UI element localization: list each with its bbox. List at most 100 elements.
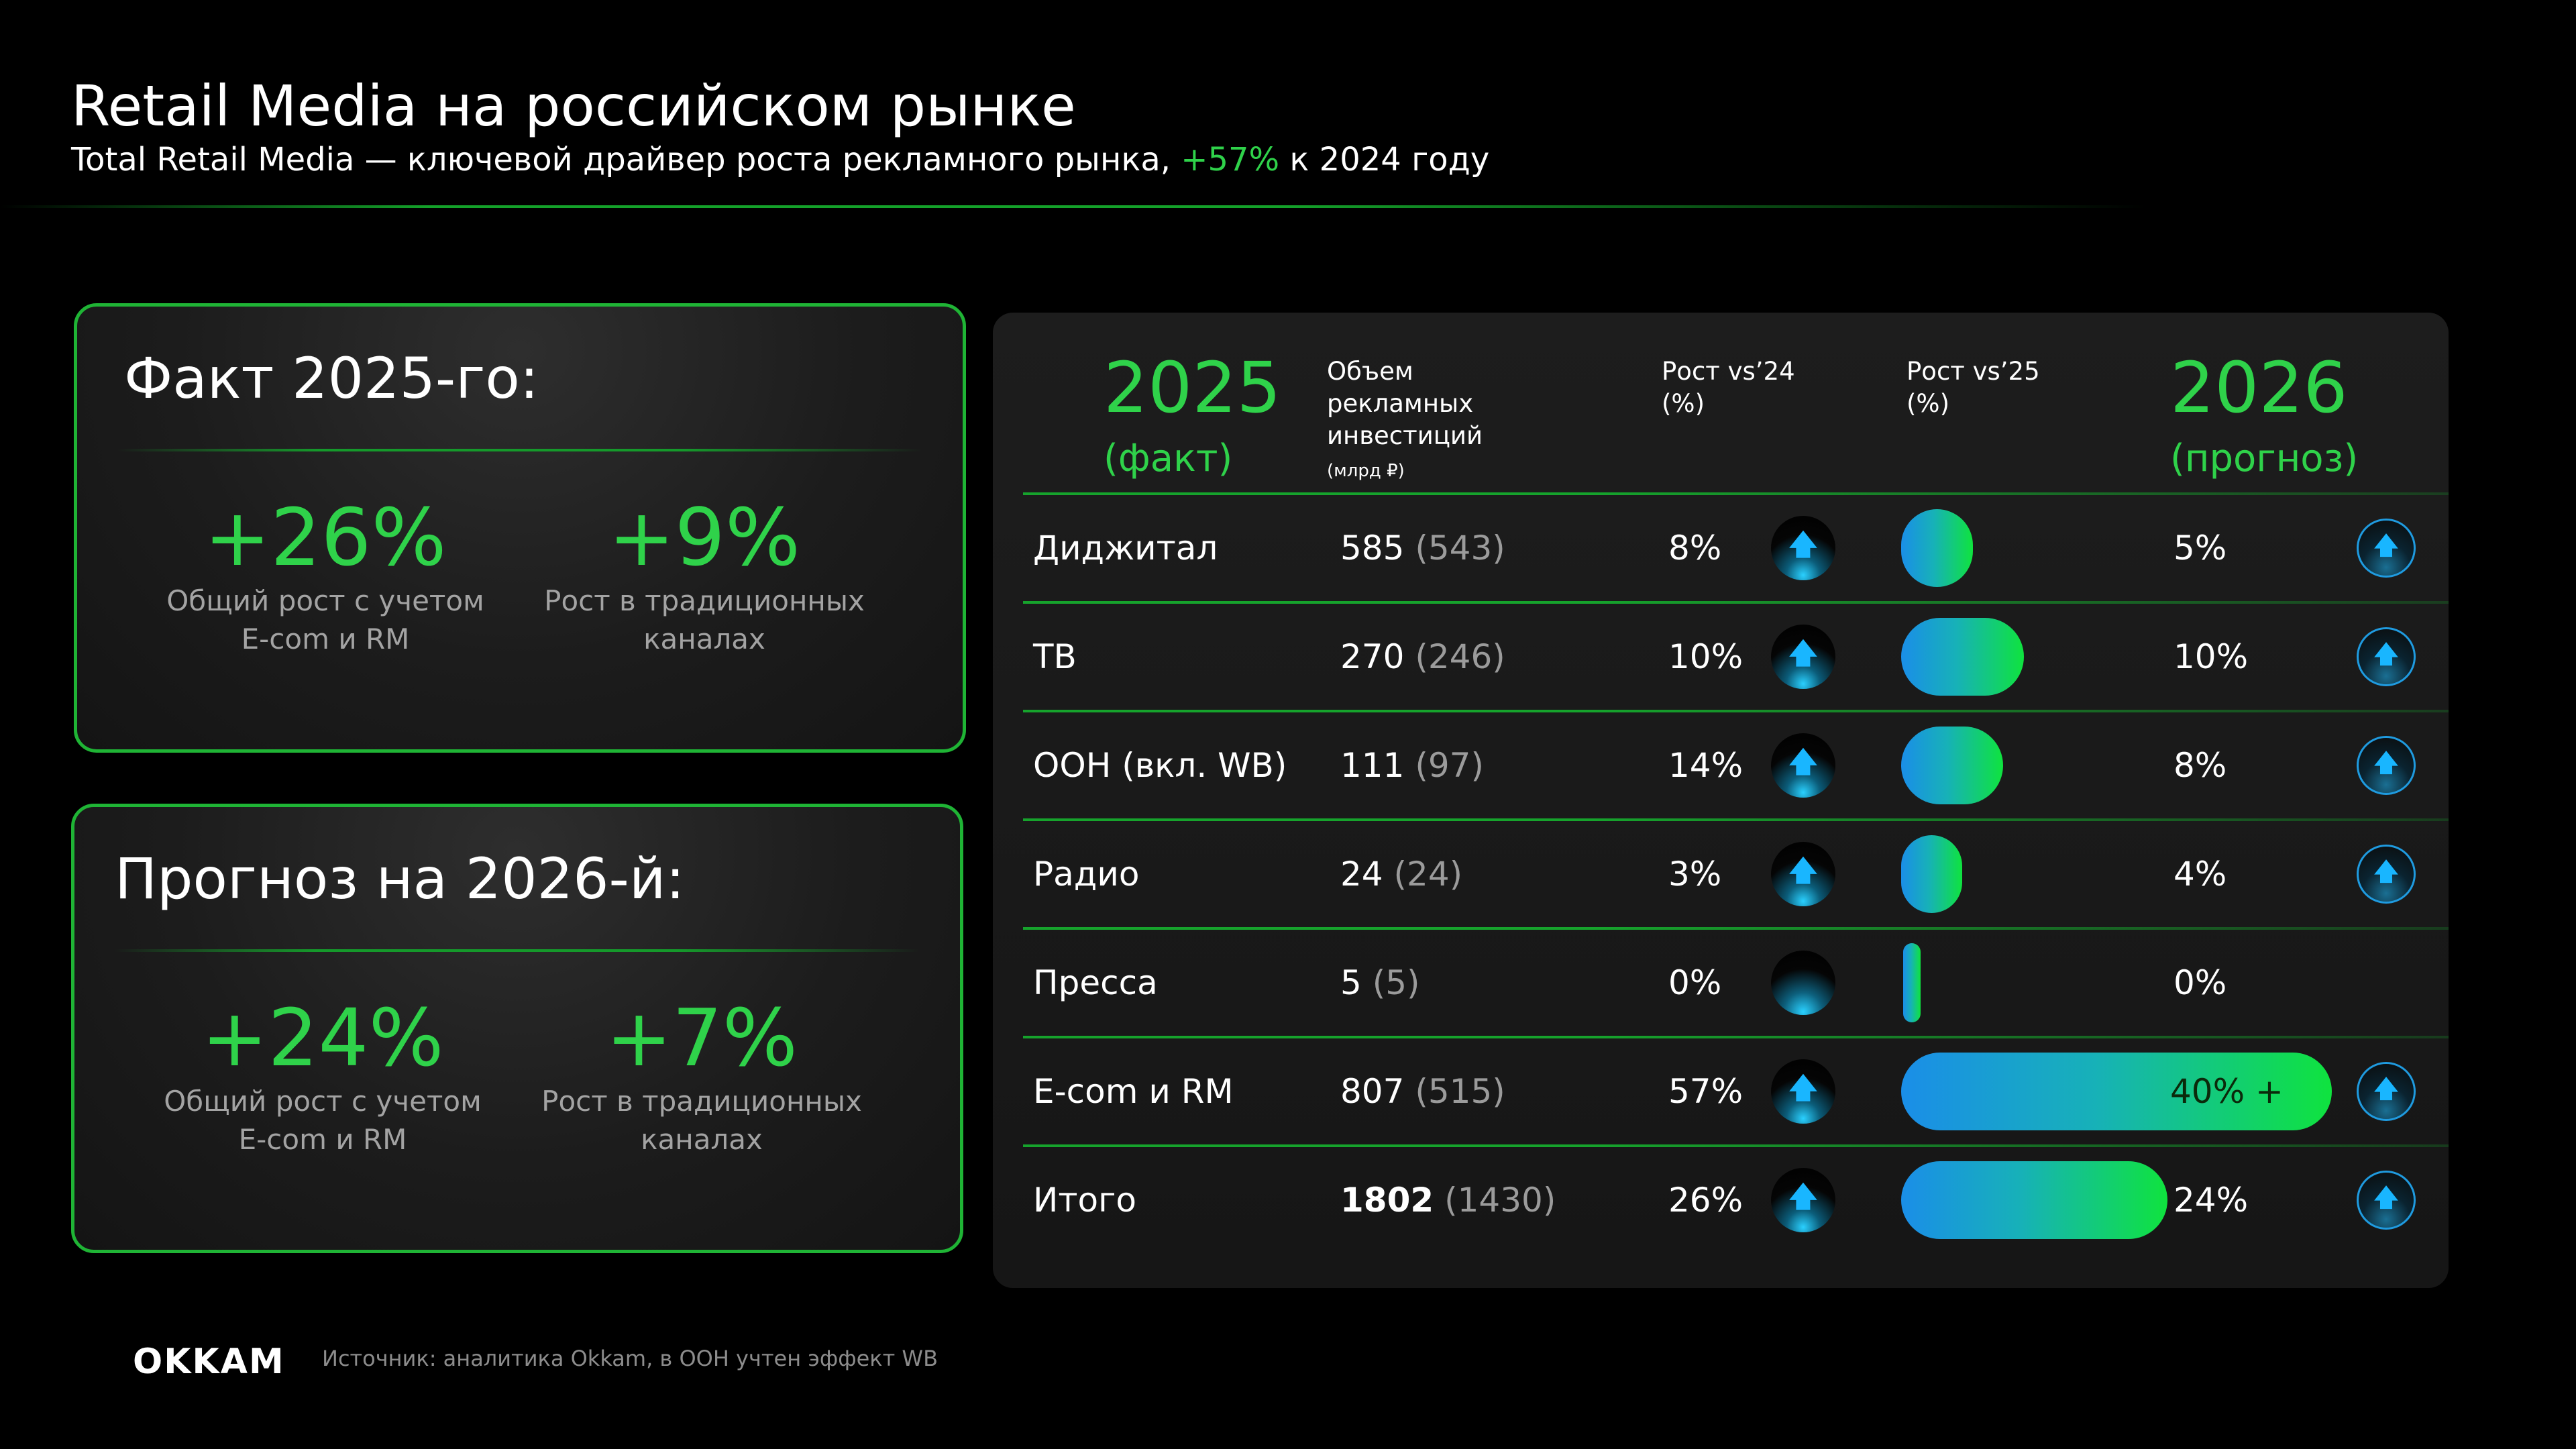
stat-label: Общий рост с учетом E-com и RM [164,1085,482,1156]
media-table: 2025 (факт) Объем рекламных инвестиций (… [993,313,2449,1288]
row-divider [1023,710,2449,712]
header-growth-vs24: Рост vs’24 (%) [1662,357,1795,419]
row-growth-vs24: 0% [1668,963,1722,1002]
row-growth-vs24: 8% [1668,529,1722,568]
arrow-up-ring-icon: 🡅 [2357,1171,2416,1230]
row-name: ООН (вкл. WB) [1033,746,1287,785]
row-volume: 807 (515) [1340,1072,1505,1111]
card-divider [117,449,922,451]
header-growth-vs25: Рост vs’25 (%) [1907,357,2040,419]
row-growth-2026: 4% [2174,855,2227,894]
volume-previous: (543) [1415,529,1505,568]
stat-value: +7% [605,991,798,1084]
subtitle-text-end: к 2024 году [1279,141,1490,178]
growth-bar [1901,1161,2168,1239]
row-volume: 270 (246) [1340,637,1505,676]
volume-current: 585 [1340,529,1405,568]
arrow-up-icon: 🡅 [1771,733,1835,798]
table-row: E-com и RM 807 (515) 57% 🡅 40% + 🡅 [993,1037,2449,1146]
arrow-up-icon: 🡅 [1771,842,1835,906]
volume-previous: (97) [1415,746,1484,785]
row-name: Пресса [1033,963,1158,1002]
row-name: Итого [1033,1181,1136,1220]
table-row: Диджитал 585 (543) 8% 🡅 5% 🡅 [993,494,2449,602]
card-divider [115,949,920,952]
stat-label: Рост в традиционных каналах [541,1085,862,1156]
table-row: ТВ 270 (246) 10% 🡅 10% 🡅 [993,602,2449,711]
page-title: Retail Media на российском рынке [71,73,1076,139]
row-volume: 585 (543) [1340,529,1505,568]
subtitle-accent: +57% [1181,141,1280,178]
arrow-up-icon: 🡅 [1771,1168,1835,1232]
volume-current: 24 [1340,855,1383,894]
row-growth-2026: 5% [2174,529,2227,568]
arrow-up-ring-icon: 🡅 [2357,845,2416,904]
row-growth-2026: 8% [2174,746,2227,785]
year-label: 2026 [2170,347,2348,429]
year-sublabel: (прогноз) [2170,437,2359,480]
volume-current: 5 [1340,963,1362,1002]
growth-bar [1901,835,1963,913]
volume-current: 1802 [1340,1181,1434,1220]
year-label: 2025 [1104,347,1281,429]
subtitle-text: Total Retail Media — ключевой драйвер ро… [71,141,1181,178]
volume-current: 807 [1340,1072,1405,1111]
row-divider [1023,492,2449,495]
arrow-up-icon: 🡅 [1771,1059,1835,1124]
row-divider [1023,1036,2449,1038]
fact-card: Факт 2025-го: +26% Общий рост с учетом E-… [74,303,966,753]
row-name: Радио [1033,855,1140,894]
stat-value: +24% [201,991,444,1084]
volume-previous: (1430) [1444,1181,1556,1220]
source-note: Источник: аналитика Okkam, в ООН учтен э… [322,1346,938,1371]
row-volume: 24 (24) [1340,855,1462,894]
arrow-up-ring-icon: 🡅 [2357,627,2416,686]
volume-previous: (246) [1415,637,1505,676]
growth-bar [1901,618,2024,696]
volume-current: 270 [1340,637,1405,676]
row-divider [1023,601,2449,604]
growth-bar [1903,943,1921,1022]
arrow-up-ring-icon: 🡅 [2357,519,2416,578]
row-volume: 1802 (1430) [1340,1181,1556,1220]
header-volume: Объем рекламных инвестиций (млрд ₽) [1327,357,1483,482]
volume-previous: (24) [1393,855,1463,894]
stat-label: Общий рост с учетом E-com и RM [166,584,484,655]
fact-stat-total: +26% Общий рост с учетом E-com и RM [138,498,513,658]
row-growth-vs24: 14% [1668,746,1743,785]
table-row: ООН (вкл. WB) 111 (97) 14% 🡅 8% 🡅 [993,711,2449,820]
header-divider [0,205,2147,208]
fact-stat-traditional: +9% Рост в традиционных каналах [517,498,892,658]
row-growth-2026: 10% [2174,637,2249,676]
growth-bar [1901,727,2004,804]
row-divider [1023,927,2449,930]
forecast-stat-total: +24% Общий рост с учетом E-com и RM [135,998,511,1159]
growth-bar [1901,1053,2332,1130]
row-growth-vs24: 57% [1668,1072,1743,1111]
growth-bar-label: 40% + [2170,1072,2284,1111]
volume-current: 111 [1340,746,1405,785]
row-growth-vs24: 26% [1668,1181,1743,1220]
volume-previous: (5) [1372,963,1420,1002]
row-name: E-com и RM [1033,1072,1234,1111]
volume-previous: (515) [1415,1072,1505,1111]
row-growth-2026: 24% [2174,1181,2249,1220]
header-year-2026: 2026 (прогноз) [2170,353,2358,481]
stat-value: +26% [204,491,447,584]
arrow-up-icon: 🡅 [1771,516,1835,580]
forecast-stat-traditional: +7% Рост в традиционных каналах [514,998,890,1159]
table-row: Итого 1802 (1430) 26% 🡅 24% 🡅 [993,1146,2449,1254]
year-sublabel: (факт) [1104,437,1233,480]
row-growth-vs24: 3% [1668,855,1722,894]
stat-label: Рост в традиционных каналах [544,584,865,655]
row-name: ТВ [1033,637,1077,676]
growth-bar [1901,509,1973,587]
stat-value: +9% [608,491,801,584]
arrow-up-icon: 🡅 [1771,625,1835,689]
row-name: Диджитал [1033,529,1218,568]
forecast-card-title: Прогноз на 2026-й: [115,846,685,912]
row-volume: 5 (5) [1340,963,1420,1002]
header-year-2025: 2025 (факт) [1104,353,1281,481]
row-divider [1023,1144,2449,1147]
